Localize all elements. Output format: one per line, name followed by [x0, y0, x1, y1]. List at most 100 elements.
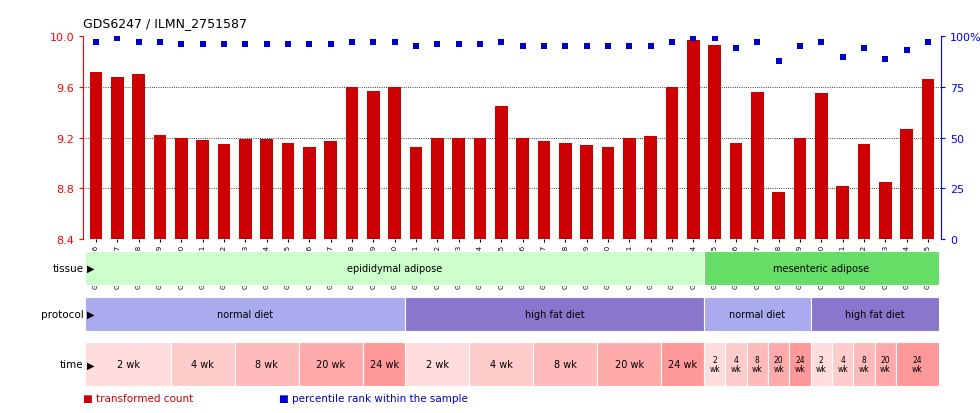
Bar — [810, 297, 939, 331]
Point — [813, 40, 829, 47]
Bar — [580, 146, 593, 240]
Bar — [538, 142, 551, 240]
Text: 8 wk: 8 wk — [554, 359, 577, 370]
Point — [686, 36, 702, 43]
Text: 20 wk: 20 wk — [317, 359, 345, 370]
Point — [387, 40, 403, 47]
Bar — [453, 138, 466, 240]
Text: 4 wk: 4 wk — [490, 359, 513, 370]
Text: 2 wk: 2 wk — [426, 359, 449, 370]
Bar — [815, 94, 828, 240]
Bar — [516, 138, 529, 240]
Point — [259, 42, 274, 49]
Bar — [623, 138, 636, 240]
Bar — [644, 137, 658, 240]
Text: 24
wk: 24 wk — [912, 356, 923, 373]
Bar — [725, 343, 747, 386]
Bar — [730, 143, 743, 240]
Point — [514, 44, 530, 50]
Point — [280, 42, 296, 49]
Bar — [90, 73, 103, 240]
Bar — [772, 193, 785, 240]
Bar — [299, 343, 363, 386]
Point — [857, 46, 872, 52]
Bar — [879, 183, 892, 240]
Bar — [794, 138, 807, 240]
Point — [792, 44, 808, 50]
Bar — [751, 93, 763, 240]
Point — [621, 44, 637, 50]
Bar — [662, 343, 704, 386]
Point — [472, 42, 488, 49]
Point — [152, 40, 168, 47]
Text: ▶: ▶ — [87, 359, 94, 370]
Bar — [810, 343, 832, 386]
Point — [195, 42, 211, 49]
Point — [771, 58, 787, 65]
Bar — [559, 143, 571, 240]
Point — [835, 54, 851, 61]
Point — [366, 40, 381, 47]
Text: 8
wk: 8 wk — [858, 356, 869, 373]
Point — [899, 48, 914, 55]
Text: 4
wk: 4 wk — [837, 356, 848, 373]
Bar — [665, 88, 678, 240]
Bar — [921, 80, 934, 240]
Point — [451, 42, 466, 49]
Point — [494, 40, 510, 47]
Bar — [363, 343, 406, 386]
Text: 4 wk: 4 wk — [191, 359, 215, 370]
Point — [110, 36, 125, 43]
Point — [728, 46, 744, 52]
Bar — [85, 343, 171, 386]
Bar — [832, 343, 854, 386]
Point — [88, 40, 104, 47]
Bar — [388, 88, 401, 240]
Bar — [218, 145, 230, 240]
Bar — [261, 140, 273, 240]
Bar — [896, 343, 939, 386]
Bar — [789, 343, 810, 386]
Bar — [602, 147, 614, 240]
Text: 8
wk: 8 wk — [752, 356, 762, 373]
Text: ■ percentile rank within the sample: ■ percentile rank within the sample — [279, 393, 468, 403]
Bar — [598, 343, 662, 386]
Bar — [747, 343, 768, 386]
Bar — [469, 343, 533, 386]
Bar — [196, 141, 209, 240]
Bar — [303, 147, 316, 240]
Point — [707, 36, 722, 43]
Bar — [235, 343, 299, 386]
Text: 24
wk: 24 wk — [795, 356, 806, 373]
Text: 2
wk: 2 wk — [710, 356, 720, 373]
Bar — [431, 138, 444, 240]
Text: high fat diet: high fat diet — [525, 309, 584, 319]
Text: normal diet: normal diet — [218, 309, 273, 319]
Text: 24 wk: 24 wk — [668, 359, 697, 370]
Bar — [239, 140, 252, 240]
Point — [750, 40, 765, 47]
Bar — [154, 136, 167, 240]
Point — [344, 40, 360, 47]
Text: 2 wk: 2 wk — [117, 359, 139, 370]
Bar — [875, 343, 896, 386]
Bar — [410, 147, 422, 240]
Point — [558, 44, 573, 50]
Text: time: time — [60, 359, 83, 370]
Text: epididymal adipose: epididymal adipose — [347, 263, 442, 273]
Bar — [687, 41, 700, 240]
Bar — [406, 297, 704, 331]
Bar — [858, 145, 870, 240]
Bar — [495, 107, 508, 240]
Point — [322, 42, 338, 49]
Text: mesenteric adipose: mesenteric adipose — [773, 263, 869, 273]
Point — [173, 42, 189, 49]
Bar — [704, 297, 810, 331]
Text: 20
wk: 20 wk — [773, 356, 784, 373]
Bar — [533, 343, 598, 386]
Text: ▶: ▶ — [87, 263, 94, 273]
Point — [579, 44, 595, 50]
Point — [429, 42, 445, 49]
Text: 4
wk: 4 wk — [731, 356, 742, 373]
Bar — [854, 343, 875, 386]
